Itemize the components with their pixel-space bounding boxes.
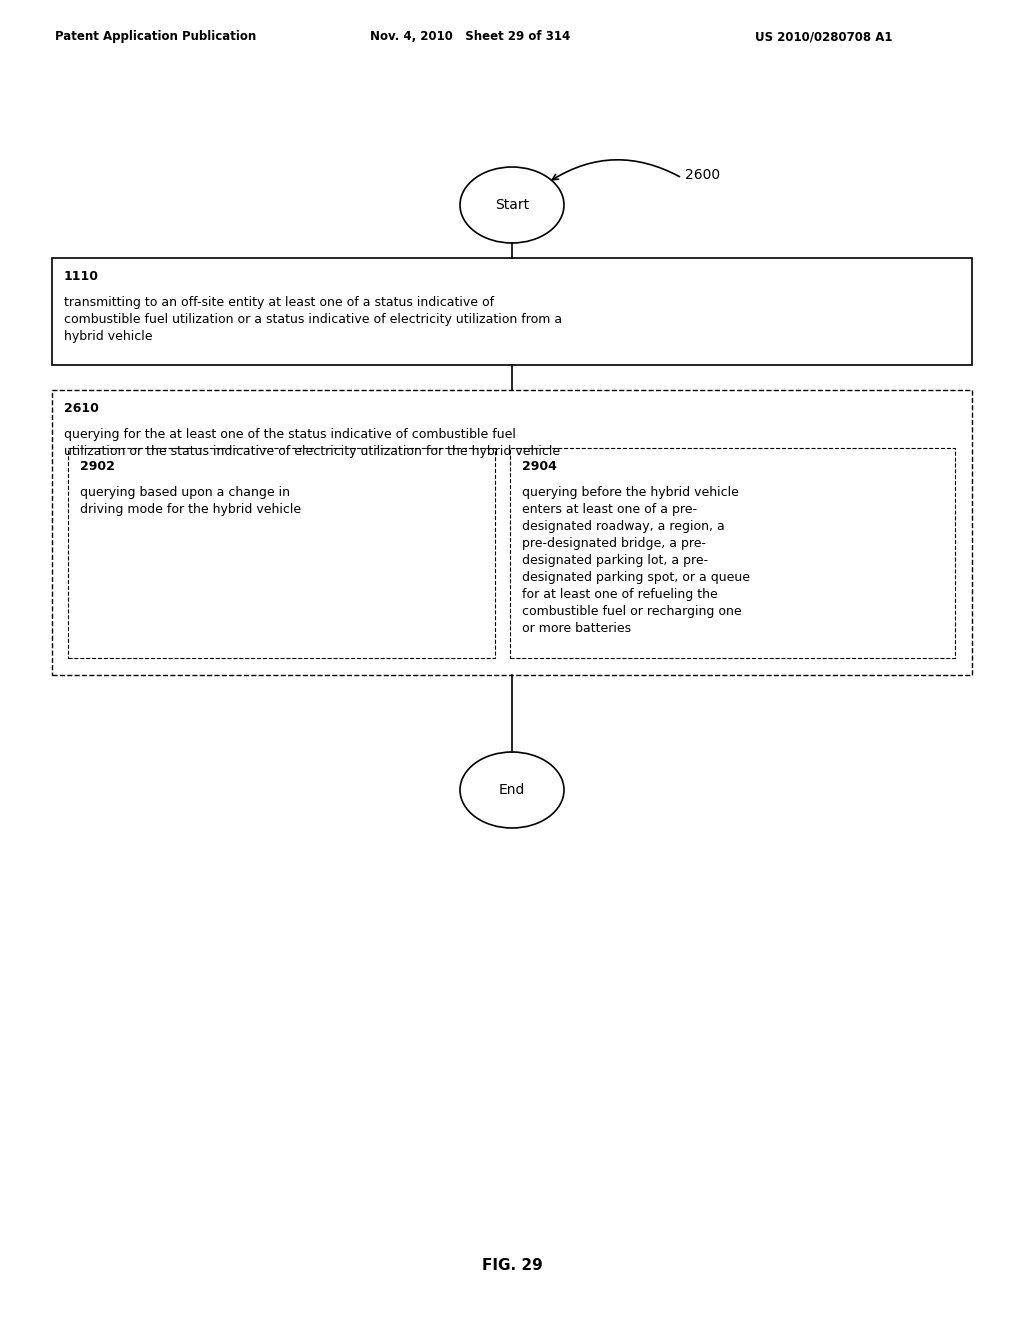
Text: 2600: 2600 [685, 168, 720, 182]
FancyBboxPatch shape [52, 389, 972, 675]
Text: querying based upon a change in
driving mode for the hybrid vehicle: querying based upon a change in driving … [80, 486, 301, 516]
FancyBboxPatch shape [510, 447, 955, 657]
Ellipse shape [460, 168, 564, 243]
Text: Start: Start [495, 198, 529, 213]
Ellipse shape [460, 752, 564, 828]
Text: 2902: 2902 [80, 459, 115, 473]
Text: Patent Application Publication: Patent Application Publication [55, 30, 256, 44]
Text: 2610: 2610 [63, 403, 99, 414]
FancyBboxPatch shape [52, 257, 972, 366]
Text: US 2010/0280708 A1: US 2010/0280708 A1 [755, 30, 893, 44]
FancyBboxPatch shape [68, 447, 495, 657]
Text: Nov. 4, 2010   Sheet 29 of 314: Nov. 4, 2010 Sheet 29 of 314 [370, 30, 570, 44]
Text: End: End [499, 783, 525, 797]
Text: querying before the hybrid vehicle
enters at least one of a pre-
designated road: querying before the hybrid vehicle enter… [522, 486, 750, 635]
Text: FIG. 29: FIG. 29 [481, 1258, 543, 1272]
Text: 2904: 2904 [522, 459, 557, 473]
Text: 1110: 1110 [63, 271, 99, 282]
Text: querying for the at least one of the status indicative of combustible fuel
utili: querying for the at least one of the sta… [63, 428, 560, 458]
Text: transmitting to an off-site entity at least one of a status indicative of
combus: transmitting to an off-site entity at le… [63, 296, 562, 343]
